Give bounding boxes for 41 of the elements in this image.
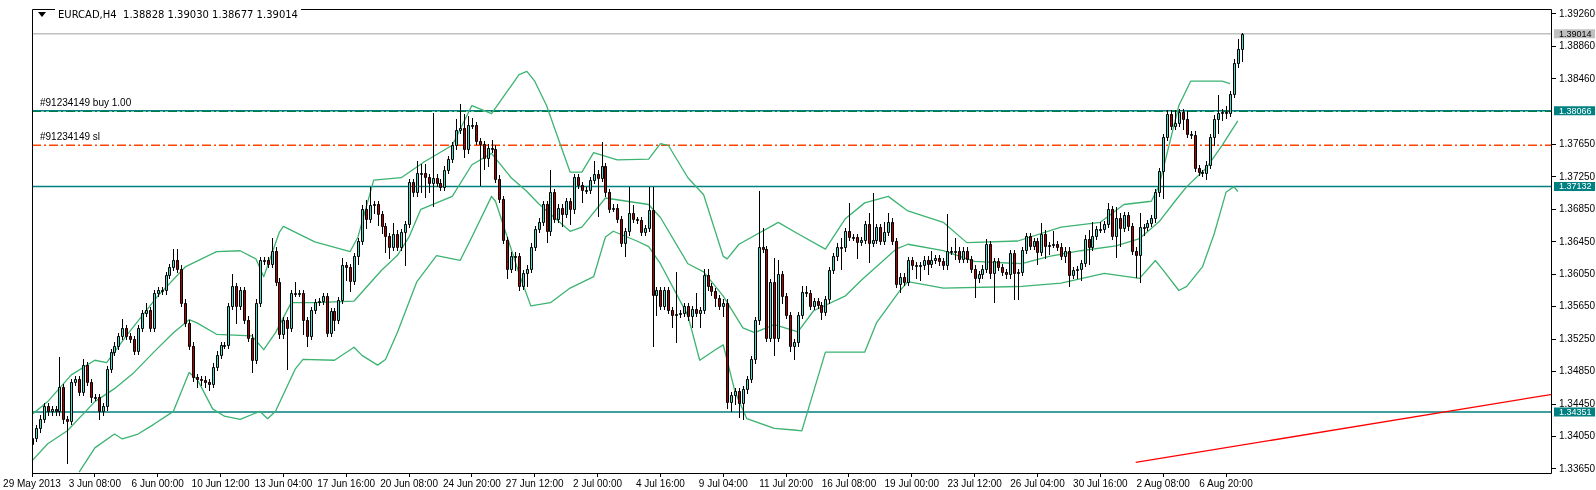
x-tick-label: 3 Jun 08:00 xyxy=(68,477,122,489)
x-tick-label: 6 Aug 20:00 xyxy=(1199,477,1254,489)
x-tick-label: 20 Jun 08:00 xyxy=(380,477,439,489)
y-tick-label: 1.34450 xyxy=(1559,397,1596,409)
x-tick-label: 29 May 2013 xyxy=(3,477,62,489)
x-tick-label: 27 Jun 12:00 xyxy=(505,477,565,489)
y-tick-label: 1.34850 xyxy=(1559,365,1596,377)
x-tick-label: 2 Jul 00:00 xyxy=(573,477,623,489)
y-tick-label: 1.37250 xyxy=(1559,170,1596,182)
x-tick-label: 16 Jul 08:00 xyxy=(821,477,877,489)
x-tick-label: 11 Jul 20:00 xyxy=(759,477,814,489)
ref-line-label: 1.38066 xyxy=(1559,105,1592,116)
x-tick-label: 9 Jul 04:00 xyxy=(698,477,749,489)
x-tick-label: 17 Jun 16:00 xyxy=(317,477,376,489)
y-tick-label: 1.33650 xyxy=(1559,462,1596,474)
x-tick-label: 30 Jul 16:00 xyxy=(1073,477,1128,489)
x-tick-label: 23 Jul 12:00 xyxy=(947,477,1003,489)
chart-title: EURCAD,H4 1.38828 1.39030 1.38677 1.39014 xyxy=(55,8,301,21)
x-tick-label: 6 Jun 00:00 xyxy=(131,477,185,489)
y-tick-label: 1.35650 xyxy=(1559,300,1596,312)
y-tick-label: 1.36450 xyxy=(1559,235,1596,247)
y-tick-label: 1.38860 xyxy=(1559,40,1596,52)
ref-line-label: 1.39014 xyxy=(1559,28,1592,39)
y-tick-label: 1.35250 xyxy=(1559,332,1596,344)
y-tick-label: 1.36050 xyxy=(1559,268,1596,280)
ref-line-label: #91234149 buy 1.00 xyxy=(40,96,132,108)
ref-line-label: 1.34351 xyxy=(1559,407,1592,418)
ref-line-label: 1.37132 xyxy=(1559,181,1592,192)
x-tick-label: 2 Aug 08:00 xyxy=(1136,477,1191,489)
y-tick-label: 1.39260 xyxy=(1559,7,1596,19)
y-tick-label: 1.37650 xyxy=(1559,138,1596,150)
ref-line-label: #91234149 sl xyxy=(40,131,101,143)
x-tick-label: 24 Jun 20:00 xyxy=(442,477,502,489)
x-tick-label: 19 Jul 00:00 xyxy=(884,477,940,489)
x-tick-label: 26 Jul 04:00 xyxy=(1010,477,1066,489)
y-tick-label: 1.34050 xyxy=(1559,430,1596,442)
x-tick-label: 4 Jul 16:00 xyxy=(635,477,686,489)
x-tick-label: 10 Jun 12:00 xyxy=(191,477,250,489)
y-tick-label: 1.36850 xyxy=(1559,203,1596,215)
y-tick-label: 1.38460 xyxy=(1559,72,1596,84)
x-tick-label: 13 Jun 04:00 xyxy=(254,477,313,489)
